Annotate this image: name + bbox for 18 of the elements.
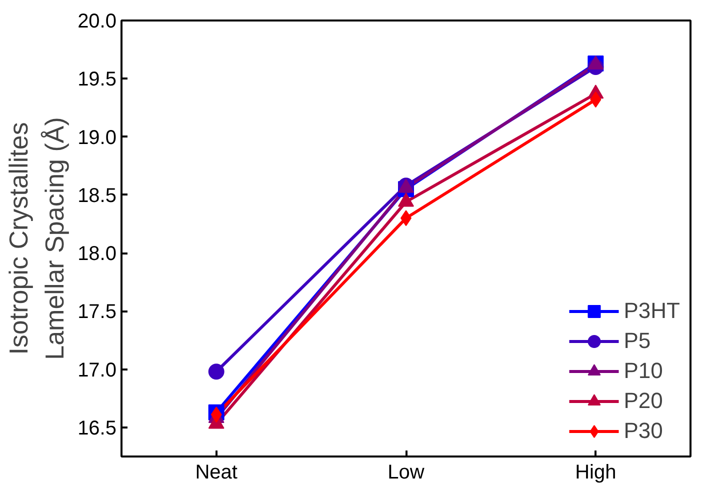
y-tick-label: 17.5: [78, 301, 117, 324]
y-tick-label: 18.0: [78, 243, 117, 266]
y-tick-label: 19.0: [78, 126, 117, 149]
y-tick-label: 19.5: [78, 68, 117, 91]
legend-label: P20: [624, 388, 663, 414]
legend-label: P30: [624, 418, 663, 444]
legend-label: P5: [624, 328, 651, 354]
y-axis-title: Isotropic Crystallites Lamellar Spacing (Å): [4, 117, 70, 360]
legend-label: P10: [624, 358, 663, 384]
y-tick-label: 17.0: [78, 359, 117, 382]
y-tick-label: 18.5: [78, 184, 117, 207]
x-tick-label: Neat: [195, 462, 238, 484]
legend-label: P3HT: [624, 298, 680, 324]
point: [208, 364, 224, 380]
y-tick-label: 20.0: [78, 10, 117, 32]
y-tick-label: 16.5: [78, 417, 117, 440]
x-tick-label: Low: [388, 462, 425, 484]
x-tick-label: High: [575, 462, 616, 484]
